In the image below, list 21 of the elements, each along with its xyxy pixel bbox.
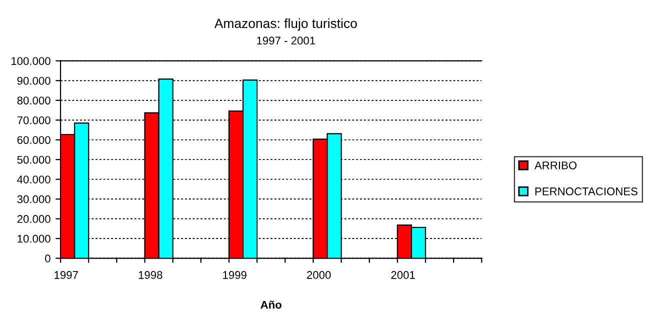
chart-title: Amazonas: flujo turistico: [214, 18, 357, 31]
x-tick-label: 1997: [54, 271, 78, 279]
y-tick-label: 50.000: [17, 156, 50, 164]
x-tick-label: 2001: [391, 271, 415, 279]
x-axis-title: Año: [260, 300, 282, 309]
x-tick-label: 1998: [138, 271, 162, 279]
y-tick-label: 40.000: [17, 176, 50, 184]
x-tick-label: 2000: [307, 271, 331, 279]
y-tick-label: 20.000: [17, 215, 50, 223]
chart-subtitle: 1997 - 2001: [257, 36, 316, 45]
y-tick-label: 60.000: [17, 136, 50, 144]
legend-label: PERNOCTACIONES: [535, 187, 638, 196]
y-tick-label: 100.000: [12, 57, 50, 65]
legend-label: ARRIBO: [534, 161, 577, 170]
y-tick-label: 80.000: [17, 96, 50, 104]
y-tick-label: 90.000: [17, 76, 50, 85]
y-tick-label: 30.000: [17, 195, 50, 204]
y-tick-label: 0: [45, 254, 50, 262]
x-tick-label: 1999: [223, 271, 246, 279]
y-tick-label: 70.000: [17, 116, 50, 124]
y-tick-label: 10.000: [18, 234, 50, 243]
